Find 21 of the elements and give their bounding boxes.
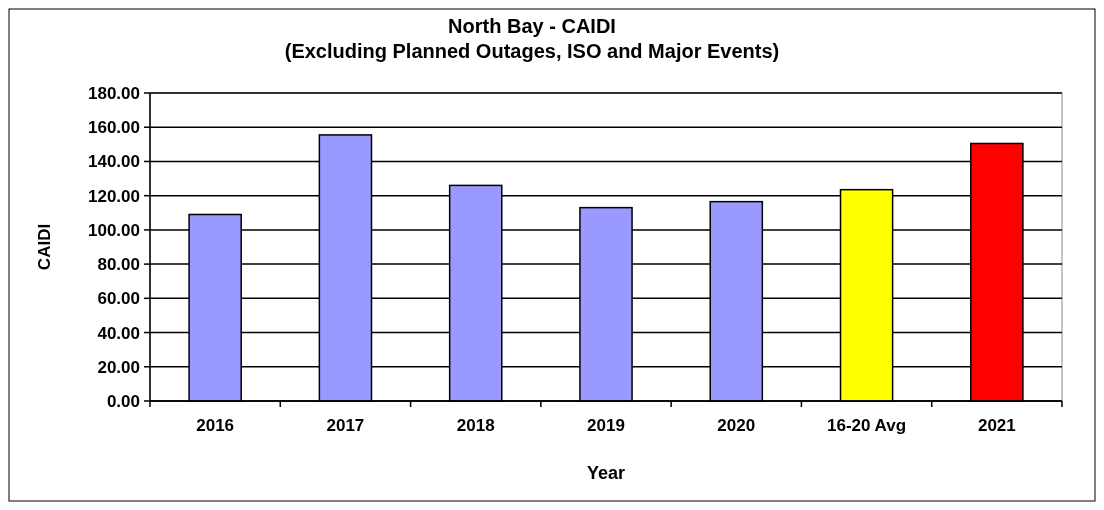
y-tick-label: 40.00 [97, 323, 140, 343]
chart-subtitle: (Excluding Planned Outages, ISO and Major Events) [284, 40, 780, 62]
y-tick-label: 100.00 [88, 220, 140, 240]
x-tick-label: 16-20 Avg [827, 416, 907, 435]
chart-title: North Bay - CAIDI [448, 15, 616, 37]
y-tick-label: 80.00 [97, 255, 140, 275]
y-tick-label: 160.00 [88, 118, 140, 138]
y-tick-label: 60.00 [97, 289, 140, 309]
x-axis-title: Year [586, 463, 626, 483]
x-tick-label: 2019 [587, 416, 625, 435]
y-tick-label: 0.00 [106, 391, 140, 411]
y-tick-label: 180.00 [88, 83, 140, 103]
y-tick-label: 140.00 [88, 152, 140, 172]
x-tick-label: 2017 [326, 416, 365, 435]
x-tick-label: 2021 [977, 416, 1016, 435]
x-tick-label: 2016 [196, 416, 235, 435]
y-axis-title: CAIDI [35, 223, 54, 271]
x-tick-label: 2020 [717, 416, 756, 435]
y-tick-label: 20.00 [97, 357, 140, 377]
y-tick-label: 120.00 [88, 186, 140, 206]
x-tick-label: 2018 [456, 416, 495, 435]
